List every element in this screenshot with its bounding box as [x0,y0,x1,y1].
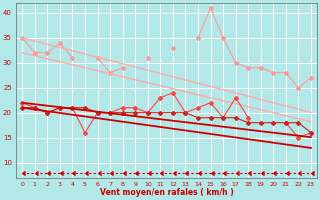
X-axis label: Vent moyen/en rafales ( km/h ): Vent moyen/en rafales ( km/h ) [100,188,234,197]
